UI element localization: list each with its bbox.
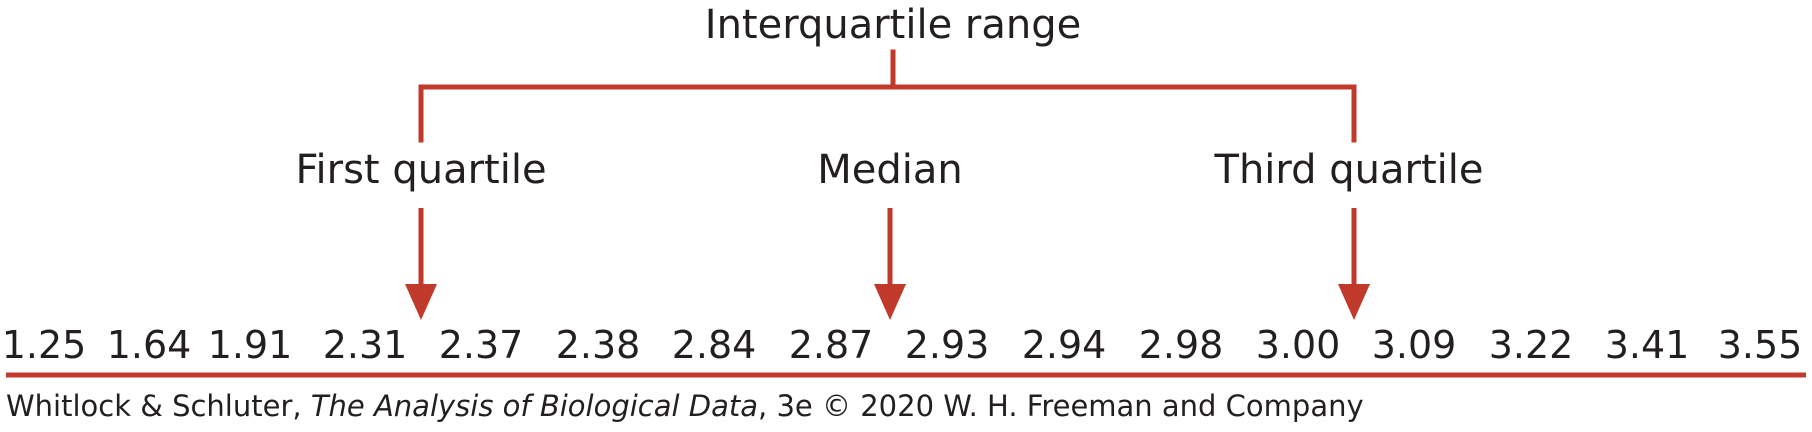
value-1: 1.25 [1,323,87,367]
value-5: 2.37 [438,323,524,367]
credit-edition: , 3e © 2020 W. H. Freeman and Company [758,389,1364,423]
iqr-label: Interquartile range [704,2,1082,48]
credit-book-title: The Analysis of Biological Data [310,389,759,423]
third-quartile-label: Third quartile [1214,147,1484,193]
value-2: 1.64 [106,323,192,367]
source-credit: Whitlock & Schluter, The Analysis of Bio… [6,392,1364,421]
value-12: 3.00 [1255,323,1341,367]
value-3: 1.91 [207,323,293,367]
value-8: 2.87 [788,323,874,367]
value-16: 3.55 [1717,323,1803,367]
value-13: 3.09 [1371,323,1457,367]
credit-authors: Whitlock & Schluter, [6,389,311,423]
value-14: 3.22 [1488,323,1574,367]
median-label: Median [817,147,963,193]
value-15: 3.41 [1604,323,1690,367]
q1-arrow [405,208,437,320]
value-6: 2.38 [555,323,641,367]
first-quartile-label: First quartile [295,147,547,193]
q3-arrow [1338,208,1370,320]
iqr-bracket [418,49,1357,143]
value-11: 2.98 [1138,323,1224,367]
value-10: 2.94 [1021,323,1107,367]
value-7: 2.84 [671,323,757,367]
median-arrow [874,208,906,320]
value-4: 2.31 [322,323,408,367]
value-9: 2.93 [904,323,990,367]
